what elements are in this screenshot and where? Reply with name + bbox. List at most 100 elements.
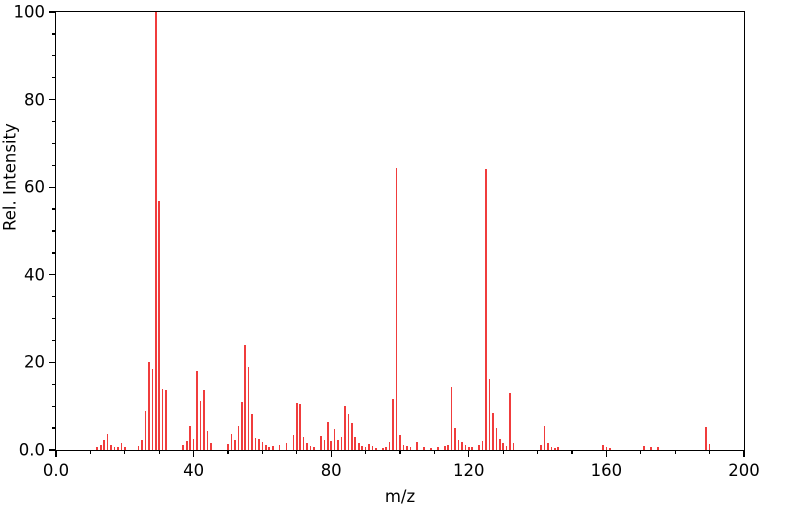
spectrum-peak: [492, 412, 494, 450]
y-axis-major-tick: [49, 11, 56, 13]
spectrum-peak: [320, 435, 322, 450]
spectrum-peak: [416, 442, 418, 450]
spectrum-peak: [110, 445, 112, 450]
spectrum-peak: [151, 369, 154, 450]
spectrum-peak: [103, 439, 105, 450]
x-axis-minor-tick: [433, 450, 436, 454]
y-axis-minor-tick: [52, 427, 56, 429]
y-axis-minor-tick: [52, 339, 56, 342]
spectrum-peak: [210, 443, 212, 450]
spectrum-peak: [495, 428, 498, 450]
spectrum-peak: [185, 441, 188, 450]
spectrum-peak: [192, 439, 195, 450]
y-axis-minor-tick: [52, 120, 56, 123]
spectrum-peak: [182, 444, 185, 450]
x-axis-major-tick: [468, 450, 470, 457]
spectrum-peak: [258, 438, 260, 450]
x-axis-minor-tick: [89, 450, 92, 454]
y-axis-tick-label: 0.0: [18, 440, 45, 460]
spectrum-peak: [344, 406, 346, 450]
x-axis-tick-label: 0.0: [42, 461, 70, 480]
spectrum-peak: [265, 445, 267, 450]
y-axis-major-tick: [49, 98, 56, 101]
spectrum-peak: [471, 446, 474, 450]
y-axis-minor-tick: [52, 296, 56, 298]
spectrum-peak: [124, 447, 126, 450]
spectrum-peak: [206, 431, 209, 450]
spectrum-peak: [306, 443, 308, 450]
x-axis-tick-label: 200: [728, 461, 760, 480]
spectrum-peak: [375, 447, 377, 450]
y-axis-minor-tick: [52, 77, 56, 79]
spectrum-peak: [399, 434, 401, 450]
spectrum-peak: [605, 446, 608, 450]
spectrum-peak: [443, 446, 446, 450]
x-axis-minor-tick: [296, 450, 298, 454]
spectrum-peak: [395, 167, 398, 450]
spectrum-peak: [454, 428, 456, 450]
x-axis-major-tick: [55, 450, 57, 457]
spectrum-peak: [392, 399, 394, 450]
spectrum-peak: [230, 434, 233, 450]
spectrum-peak: [550, 447, 553, 450]
x-axis-minor-tick: [399, 450, 401, 454]
spectrum-peak: [158, 201, 160, 450]
spectrum-peak: [337, 440, 339, 450]
spectrum-peak: [464, 444, 467, 450]
spectrum-peak: [261, 442, 264, 450]
spectrum-peak: [437, 447, 439, 450]
x-axis-label: m/z: [384, 487, 416, 506]
spectrum-peak: [196, 371, 198, 450]
spectrum-peak: [292, 435, 295, 450]
spectrum-peak: [488, 378, 491, 450]
spectrum-peak: [333, 428, 336, 450]
spectrum-peak: [543, 425, 546, 450]
y-axis-minor-tick: [52, 164, 56, 166]
x-axis-major-tick: [192, 450, 195, 457]
spectrum-peak: [461, 442, 463, 450]
spectrum-peak: [478, 445, 480, 450]
spectrum-peak: [299, 404, 302, 450]
x-axis-major-tick: [605, 450, 608, 457]
spectrum-peak: [385, 446, 388, 450]
spectrum-peak: [237, 425, 240, 450]
spectrum-peak: [148, 361, 150, 450]
spectrum-peak: [406, 445, 408, 450]
x-axis-major-tick: [743, 450, 745, 457]
spectrum-peak: [254, 437, 257, 450]
x-axis-minor-tick: [502, 450, 504, 454]
y-axis-minor-tick: [52, 252, 56, 254]
spectrum-peak: [251, 414, 253, 450]
spectrum-peak: [650, 447, 652, 450]
spectrum-peak: [498, 438, 501, 450]
spectrum-peak: [361, 445, 363, 450]
y-axis-minor-tick: [52, 383, 56, 385]
spectrum-peak: [705, 426, 707, 450]
spectrum-peak: [354, 436, 357, 450]
spectrum-peak: [199, 400, 202, 450]
spectrum-peak: [708, 443, 711, 450]
x-axis-minor-tick: [124, 450, 126, 454]
y-axis-major-tick: [49, 274, 56, 276]
spectrum-peak: [554, 447, 556, 450]
spectrum-peak: [296, 402, 298, 450]
y-axis-minor-tick: [52, 142, 56, 145]
y-axis-minor-tick: [52, 230, 56, 232]
x-axis-major-tick: [330, 450, 332, 457]
y-axis-minor-tick: [52, 208, 56, 210]
spectrum-peak: [323, 439, 326, 450]
spectrum-peak: [368, 443, 370, 450]
spectrum-peak: [340, 436, 343, 450]
x-axis-minor-tick: [158, 450, 160, 454]
spectrum-peak: [509, 393, 511, 450]
spectrum-peak: [161, 388, 164, 450]
spectrum-peak: [285, 443, 288, 450]
spectrum-peak: [203, 390, 205, 450]
y-axis-minor-tick: [52, 317, 56, 320]
spectrum-peak: [189, 425, 191, 450]
spectrum-peak: [505, 445, 508, 450]
x-axis-minor-tick: [640, 450, 642, 454]
spectrum-peak: [409, 447, 412, 450]
spectrum-peak: [512, 443, 515, 450]
